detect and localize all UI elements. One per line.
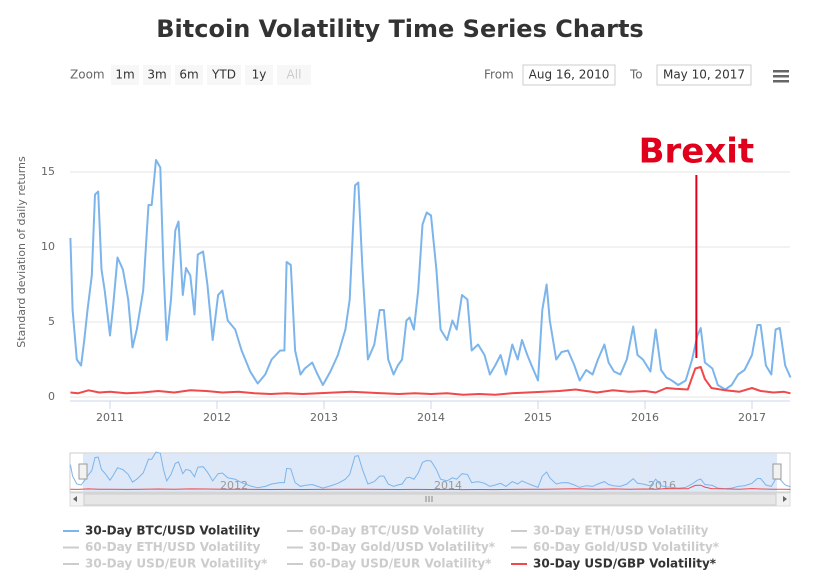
from-label: From bbox=[484, 68, 514, 82]
zoom-button-label[interactable]: 1y bbox=[252, 68, 267, 82]
x-tick-label: 2015 bbox=[524, 411, 552, 424]
navigator-tick-label: 2014 bbox=[434, 479, 462, 492]
x-tick-label: 2012 bbox=[203, 411, 231, 424]
scrollbar-thumb[interactable] bbox=[83, 493, 777, 506]
navigator-line bbox=[69, 451, 791, 490]
x-tick-label: 2017 bbox=[738, 411, 766, 424]
y-axis-label: Standard deviation of daily returns bbox=[15, 156, 28, 348]
y-tick-label: 10 bbox=[41, 240, 55, 253]
y-tick-label: 15 bbox=[41, 165, 55, 178]
annotation-label: Brexit bbox=[639, 132, 755, 172]
zoom-button[interactable] bbox=[143, 65, 171, 85]
legend-label[interactable]: 30-Day ETH/USD Volatility bbox=[533, 524, 709, 538]
scrollbar-grip bbox=[425, 496, 433, 502]
zoom-button[interactable] bbox=[175, 65, 203, 85]
zoom-button[interactable] bbox=[111, 65, 139, 85]
zoom-button[interactable] bbox=[207, 65, 241, 85]
navigator-tick-label: 2012 bbox=[220, 479, 248, 492]
zoom-button-label[interactable]: YTD bbox=[211, 68, 236, 82]
zoom-button-label[interactable]: 1m bbox=[115, 68, 134, 82]
zoom-button[interactable] bbox=[245, 65, 273, 85]
navigator-handle[interactable] bbox=[772, 463, 782, 480]
y-tick-label: 0 bbox=[48, 390, 55, 403]
zoom-label: Zoom bbox=[70, 68, 105, 82]
series-line bbox=[70, 366, 791, 396]
menu-bar bbox=[773, 80, 789, 83]
legend-label[interactable]: 60-Day USD/EUR Volatility* bbox=[309, 557, 492, 571]
navigator-line bbox=[70, 484, 791, 491]
legend-label[interactable]: 30-Day USD/EUR Volatility* bbox=[85, 557, 268, 571]
zoom-button[interactable] bbox=[277, 65, 311, 85]
navigator-handle[interactable] bbox=[78, 463, 88, 480]
x-tick-label: 2011 bbox=[96, 411, 124, 424]
from-date[interactable]: Aug 16, 2010 bbox=[529, 68, 610, 82]
from-input[interactable] bbox=[522, 64, 616, 86]
legend-label[interactable]: 60-Day ETH/USD Volatility bbox=[85, 540, 261, 554]
zoom-button-label[interactable]: 6m bbox=[179, 68, 198, 82]
legend-label[interactable]: 60-Day BTC/USD Volatility bbox=[309, 524, 484, 538]
chart-title: Bitcoin Volatility Time Series Charts bbox=[156, 15, 643, 43]
zoom-button-label[interactable]: All bbox=[287, 68, 302, 82]
legend-label[interactable]: 30-Day Gold/USD Volatility* bbox=[309, 540, 496, 554]
menu-bar bbox=[773, 75, 789, 78]
to-date[interactable]: May 10, 2017 bbox=[663, 68, 745, 82]
legend-label[interactable]: 30-Day BTC/USD Volatility bbox=[85, 524, 260, 538]
zoom-button-label[interactable]: 3m bbox=[147, 68, 166, 82]
menu-button[interactable] bbox=[773, 70, 789, 83]
x-tick-label: 2016 bbox=[631, 411, 659, 424]
series-line bbox=[69, 159, 792, 391]
menu-bar bbox=[773, 70, 789, 73]
legend-label[interactable]: 60-Day Gold/USD Volatility* bbox=[533, 540, 720, 554]
to-label: To bbox=[629, 68, 643, 82]
to-input[interactable] bbox=[656, 64, 752, 86]
y-tick-label: 5 bbox=[48, 315, 55, 328]
legend-label[interactable]: 30-Day USD/GBP Volatility* bbox=[533, 557, 717, 571]
x-tick-label: 2014 bbox=[417, 411, 445, 424]
x-tick-label: 2013 bbox=[310, 411, 338, 424]
